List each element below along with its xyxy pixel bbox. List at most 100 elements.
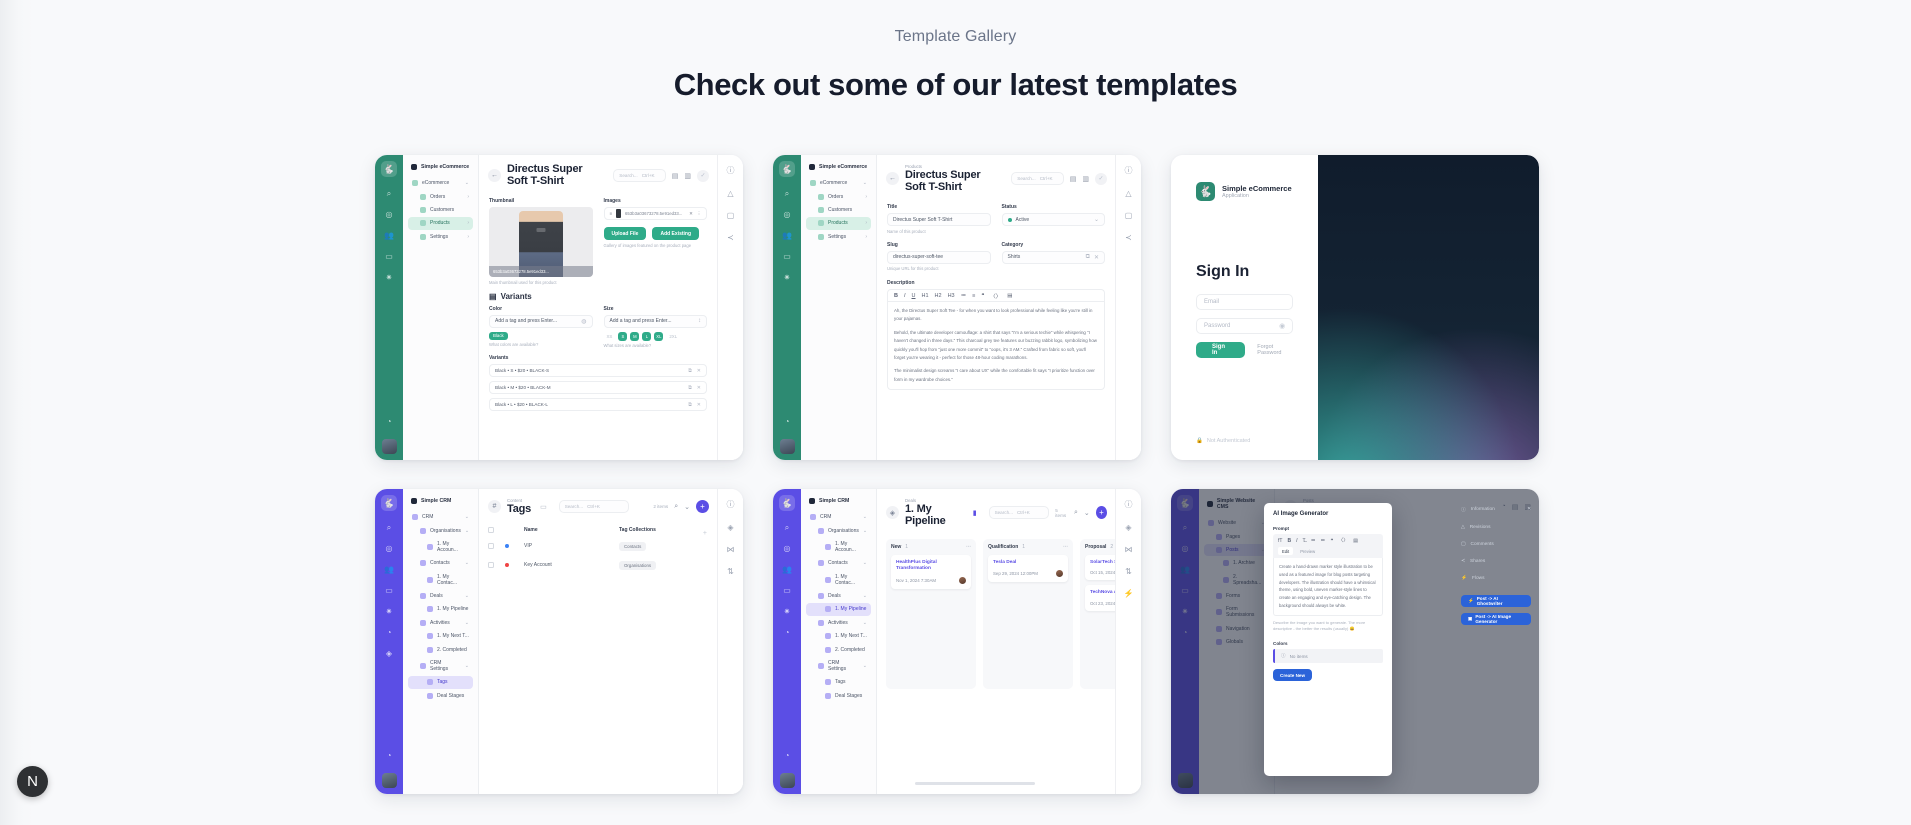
sidebar-item-settings[interactable]: Settings › xyxy=(806,231,871,243)
sidebar-item-completed[interactable]: 2. Completed xyxy=(806,643,871,655)
template-card-crm-pipeline[interactable]: 🐇 ⌕ ◎ 👥 ▭ ✷ ◔ ◔ Simple CRM CRM xyxy=(773,489,1141,794)
open-icon[interactable]: ⧉ xyxy=(688,367,692,374)
strikethrough-icon[interactable]: T̶ xyxy=(1302,537,1306,544)
open-icon[interactable]: ⧉ xyxy=(688,384,692,391)
user-avatar[interactable] xyxy=(779,773,795,788)
notifications-icon[interactable]: ◔ xyxy=(386,417,392,426)
code-icon[interactable]: 〈〉 xyxy=(990,293,1002,300)
sidebar-item-my-next-tasks[interactable]: 1. My Next T... xyxy=(806,630,871,642)
kanban-card[interactable]: SolarTech Solutions Oct 15, 2024 10:30AM xyxy=(1085,555,1115,581)
eye-icon[interactable]: ◉ xyxy=(1279,323,1286,330)
comments-icon[interactable]: ⋈ xyxy=(726,545,735,554)
sidebar-item-deal-stages[interactable]: Deal Stages xyxy=(408,690,473,702)
color-tag-input[interactable]: Add a tag and press Enter... ◍ xyxy=(489,314,593,328)
revisions-icon[interactable]: ◈ xyxy=(1125,523,1132,532)
slug-field[interactable]: directus-super-soft-tee xyxy=(887,250,991,264)
insights-icon[interactable]: ✷ xyxy=(385,273,393,282)
comments-icon[interactable]: ▢ xyxy=(1124,211,1133,220)
size-chip-m[interactable]: M xyxy=(630,331,640,341)
template-card-product-media[interactable]: 🐇 ⌕ ◎ 👥 ▭ ✷ ◔ Simple eCommerce eCommerce xyxy=(375,155,743,460)
drag-handle-icon[interactable]: ≡ xyxy=(609,211,613,217)
bold-icon[interactable]: B xyxy=(894,292,898,299)
italic-icon[interactable]: I xyxy=(1296,537,1298,544)
filter-icon[interactable]: ⌄ xyxy=(684,503,690,511)
tab-preview[interactable]: Preview xyxy=(1300,548,1316,554)
underline-icon[interactable]: U xyxy=(911,292,916,299)
sidebar-item-customers[interactable]: Customers xyxy=(806,204,871,216)
more-icon[interactable]: ⋯ xyxy=(966,544,971,551)
right-rail[interactable]: ⓘ ◈ ⋈ ⇅ xyxy=(717,489,743,794)
share-icon[interactable]: ≺ xyxy=(1125,233,1132,242)
content-icon[interactable]: ◎ xyxy=(385,544,393,553)
thumbnail-image[interactable]: 653b3a03673278.5e91ed33... xyxy=(489,207,593,278)
size-tag-input[interactable]: Add a tag and press Enter... ↕ xyxy=(603,314,707,328)
search-input[interactable]: Search... Ctrl+K xyxy=(1011,172,1064,186)
delete-icon[interactable]: ▤ xyxy=(1069,175,1077,183)
settings-icon[interactable]: ◔ xyxy=(386,628,392,637)
users-icon[interactable]: 👥 xyxy=(384,231,394,240)
add-item-button[interactable]: + xyxy=(1095,506,1107,520)
sidebar-item-deals[interactable]: Deals ⌄ xyxy=(408,590,473,602)
open-icon[interactable]: ⧉ xyxy=(1085,253,1090,260)
create-new-button[interactable]: Create New xyxy=(1273,669,1313,682)
brand-badge[interactable]: N xyxy=(17,766,48,797)
kanban-card[interactable]: HealthPlus Digital Transformation Nov 1,… xyxy=(891,555,971,589)
right-rail[interactable]: ⓘ ◈ ⋈ ⇅ ⚡ xyxy=(1115,489,1141,794)
title-field[interactable]: Directus Super Soft T-Shirt xyxy=(887,213,991,227)
variant-row[interactable]: Black • M • $20 • BLACK-M ⧉ ✕ xyxy=(489,381,707,395)
category-field[interactable]: Shirts ⧉ ✕ xyxy=(1001,250,1105,264)
ai-image-generator-modal[interactable]: AI Image Generator Prompt fT B I T̶ ≔ ≕ … xyxy=(1264,503,1392,776)
status-select[interactable]: Active ⌄ xyxy=(1001,213,1105,227)
sidebar-item-tags[interactable]: Tags xyxy=(408,676,473,689)
delete-icon[interactable]: ▤ xyxy=(671,172,679,180)
sidebar-item-my-pipeline[interactable]: 1. My Pipeline xyxy=(408,603,473,615)
size-chip-2xl[interactable]: 2XL xyxy=(669,333,678,339)
files-icon[interactable]: ▭ xyxy=(385,252,393,261)
add-column-icon[interactable]: + xyxy=(702,530,707,537)
remove-icon[interactable]: ✕ xyxy=(696,384,701,391)
back-arrow-icon[interactable]: ← xyxy=(488,169,501,183)
kanban-column-new[interactable]: New 1 ⋯ HealthPlus Digital Transformatio… xyxy=(886,539,976,690)
breadcrumb[interactable]: Products xyxy=(905,164,922,169)
search-input[interactable]: Search... Ctrl+K xyxy=(988,506,1050,520)
prompt-tabs[interactable]: Edit Preview xyxy=(1273,547,1383,558)
quote-icon[interactable]: ❝ xyxy=(1330,537,1334,544)
bullet-list-icon[interactable]: ≔ xyxy=(1310,537,1316,544)
sidebar-item-customers[interactable]: Customers xyxy=(408,204,473,216)
forgot-password-link[interactable]: Forgot Password xyxy=(1257,344,1282,356)
sidebar-item-crm-settings[interactable]: CRM Settings ⌄ xyxy=(408,657,473,675)
sidebar-item-my-contacts[interactable]: 1. My Contac... xyxy=(408,571,473,589)
tab-edit[interactable]: Edit xyxy=(1278,547,1294,555)
sidebar-item-information[interactable]: ⓘ Information ✕ xyxy=(1461,507,1531,513)
bold-icon[interactable]: B xyxy=(1287,537,1292,544)
image-file-row[interactable]: ≡ 653b3a03673278.5e91ed33... ✕ ⋮ xyxy=(603,207,707,221)
info-icon[interactable]: ⓘ xyxy=(1124,500,1133,509)
ai-image-generator-button[interactable]: ▣ Post -> AI Image Generator xyxy=(1461,613,1531,625)
sidebar-item-tags[interactable]: Tags xyxy=(806,676,871,688)
users-icon[interactable]: 👥 xyxy=(384,565,394,574)
notifications-icon[interactable]: ◔ xyxy=(386,751,392,760)
table-icon[interactable]: ▤ xyxy=(1007,292,1013,299)
code-icon[interactable]: 〈〉 xyxy=(1338,538,1349,544)
sidebar-item-flows[interactable]: ⚡ Flows xyxy=(1461,576,1485,581)
sidebar-item-my-accounts[interactable]: 1. My Accoun... xyxy=(408,538,473,556)
size-chip-l[interactable]: L xyxy=(642,331,652,341)
search-icon[interactable]: ⌕ xyxy=(784,523,790,532)
filter-icon[interactable]: ⌄ xyxy=(1083,509,1090,517)
sidebar-item-ecommerce[interactable]: eCommerce ⌄ xyxy=(408,177,473,189)
sidebar-item-contacts[interactable]: Contacts ⌄ xyxy=(806,557,871,569)
search-input[interactable]: Search... Ctrl+K xyxy=(613,169,666,183)
prompt-toolbar[interactable]: fT B I T̶ ≔ ≕ ❝ 〈〉 ▤ xyxy=(1273,534,1383,547)
password-field[interactable]: Password ◉ xyxy=(1196,318,1294,334)
breadcrumb[interactable]: Deals xyxy=(905,498,916,503)
sidebar-item-completed[interactable]: 2. Completed xyxy=(408,643,473,655)
info-icon[interactable]: ⓘ xyxy=(1124,166,1133,175)
info-icon[interactable]: ⓘ xyxy=(726,500,735,509)
back-arrow-icon[interactable]: ← xyxy=(886,172,899,186)
remove-icon[interactable]: ✕ xyxy=(689,210,693,216)
sidebar-item-contacts[interactable]: Contacts ⌄ xyxy=(408,557,473,569)
row-checkbox[interactable] xyxy=(488,562,494,569)
notifications-icon[interactable]: ◔ xyxy=(784,751,790,760)
save-button[interactable]: ✓ xyxy=(697,169,709,182)
settings-icon[interactable]: ◔ xyxy=(784,628,790,637)
